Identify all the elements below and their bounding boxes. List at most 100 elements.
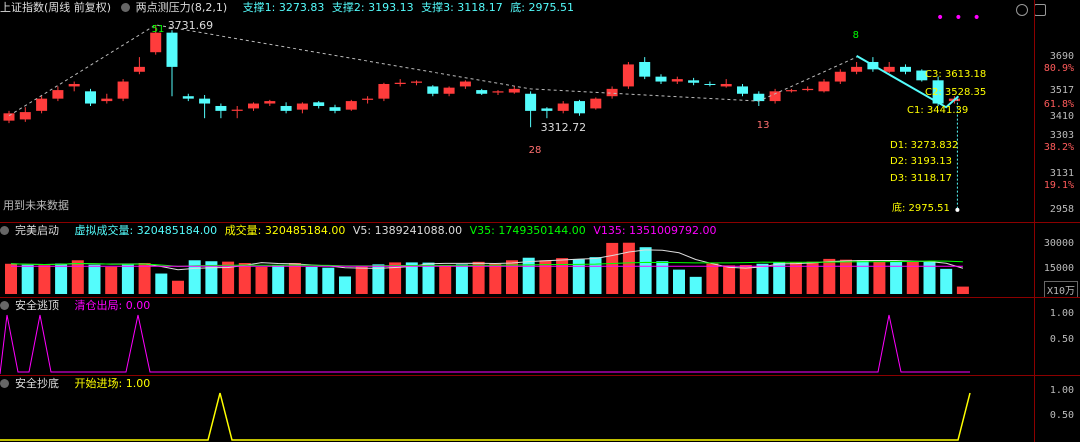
candle-body <box>508 88 520 93</box>
settings-circle-icon[interactable] <box>0 226 9 235</box>
volume-bar <box>405 262 418 294</box>
vol-tick-30000: 30000 <box>1043 238 1074 249</box>
volume-bar <box>639 247 652 294</box>
high-price-label: 3731.69 <box>168 19 214 32</box>
volume-bar <box>322 267 335 294</box>
d1-label: D1: 3273.832 <box>890 140 958 151</box>
candle-body <box>264 101 276 104</box>
candle-body <box>818 81 830 92</box>
volume-bar <box>188 260 201 294</box>
vol-tick-15000: 15000 <box>1043 263 1074 274</box>
volume-bar <box>506 260 518 294</box>
candle-body <box>329 107 341 111</box>
escape-value-label: 清仓出局: 0.00 <box>74 299 151 312</box>
volume-bar <box>272 264 285 294</box>
candle-body <box>378 83 390 99</box>
price-tick: 3690 <box>1049 51 1074 62</box>
volume-bar <box>556 258 569 294</box>
count-8-label: 8 <box>853 30 859 41</box>
volume-panel[interactable]: 完美启动 虚拟成交量: 320485184.00 成交量: 320485184.… <box>0 223 1080 298</box>
main-header: 上证指数(周线 前复权) 两点测压力(8,2,1) 支撑1: 3273.83 支… <box>0 0 580 16</box>
bottom-signal-chart <box>0 392 971 441</box>
volume-bar <box>706 263 719 294</box>
price-tick: 61.8% <box>1043 99 1074 110</box>
volume-chart <box>5 242 969 294</box>
price-tick: 3410 <box>1049 111 1074 122</box>
volume-bar <box>956 286 969 294</box>
volume-bar <box>856 260 869 294</box>
candle-body <box>313 102 325 106</box>
volume-bar <box>923 262 936 294</box>
candle-body <box>557 103 569 111</box>
price-tick: 80.9% <box>1043 63 1074 74</box>
candle-body <box>182 96 194 99</box>
volume-bar <box>773 262 786 294</box>
c3-label: C3: 3613.18 <box>925 69 986 80</box>
candle-body <box>296 103 308 110</box>
count-13-label: 13 <box>757 120 770 131</box>
escape-tick-05: 0.50 <box>1049 334 1074 345</box>
price-axis: 3690 80.9% 3517 61.8% 3410 3303 38.2% 3131 19.1%… <box>1034 0 1080 222</box>
volume-bar <box>522 257 535 294</box>
volume-bar <box>589 257 602 294</box>
candle-body <box>427 86 439 94</box>
candle-body <box>720 83 732 87</box>
settings-circle-icon[interactable] <box>0 379 9 388</box>
price-tick: 2958 <box>1049 204 1074 215</box>
bottom-fish-value-label: 开始进场: 1.00 <box>74 377 151 390</box>
candle-body <box>769 91 781 102</box>
panel-separator <box>0 375 1080 376</box>
candle-body <box>117 81 129 99</box>
escape-header: 安全逃顶 清仓出局: 0.00 <box>0 298 156 314</box>
candle-body <box>362 98 374 100</box>
candle-body <box>737 86 748 94</box>
volume-bar <box>305 266 318 294</box>
volume-bar <box>723 265 736 294</box>
d3-label: D3: 3118.17 <box>890 173 952 184</box>
volume-bar <box>489 263 502 294</box>
settings-circle-icon[interactable] <box>0 301 9 310</box>
candle-body <box>492 91 504 93</box>
volume-bar <box>689 276 702 294</box>
candle-body <box>704 83 716 85</box>
volume-bar <box>88 264 101 294</box>
projection-line <box>856 55 960 109</box>
v135-label: V135: 1351009792.00 <box>593 224 717 237</box>
volume-title: 完美启动 <box>0 224 65 237</box>
volume-bar <box>21 264 34 294</box>
escape-signal-chart <box>0 314 970 375</box>
bottom-signal-line <box>0 392 971 441</box>
volume-bar <box>121 264 134 294</box>
volume-bar <box>739 264 752 294</box>
pressure-dotted-line <box>8 24 857 117</box>
candle-body <box>231 109 243 111</box>
volume-bar <box>372 264 385 294</box>
candle-body <box>916 70 928 81</box>
candle-body <box>150 32 162 53</box>
volume-bar <box>71 260 84 294</box>
panel-separator <box>0 297 1080 298</box>
candle-body <box>280 105 292 111</box>
bottom-fishing-panel[interactable]: 安全抄底 开始进场: 1.00 1.00 0.50 <box>0 376 1080 442</box>
candle-body <box>671 79 683 82</box>
volume-bar <box>906 261 919 294</box>
volume-header: 完美启动 虚拟成交量: 320485184.00 成交量: 320485184.… <box>0 223 723 239</box>
candle-body <box>199 98 211 104</box>
support2-label: 支撑2: 3193.13 <box>331 1 414 14</box>
candle-body <box>476 90 488 94</box>
panel-separator <box>0 222 1080 223</box>
main-price-panel[interactable]: 上证指数(周线 前复权) 两点测压力(8,2,1) 支撑1: 3273.83 支… <box>0 0 1080 222</box>
low-count-label: 28 <box>529 145 542 156</box>
escape-signal-line <box>0 314 970 375</box>
price-tick: 3303 <box>1049 130 1074 141</box>
volume-bar <box>389 262 402 294</box>
settings-icon[interactable] <box>1016 4 1028 16</box>
volume-bar <box>840 259 852 294</box>
volume-bar <box>873 261 886 294</box>
indicator-name[interactable]: 两点测压力(8,2,1) <box>120 1 234 14</box>
low-price-label: 3312.72 <box>541 121 587 134</box>
escape-title: 安全逃顶 <box>0 299 65 312</box>
escape-top-panel[interactable]: 安全逃顶 清仓出局: 0.00 1.00 0.50 <box>0 298 1080 375</box>
settings-circle-icon[interactable] <box>120 3 130 12</box>
candle-body <box>802 88 814 91</box>
